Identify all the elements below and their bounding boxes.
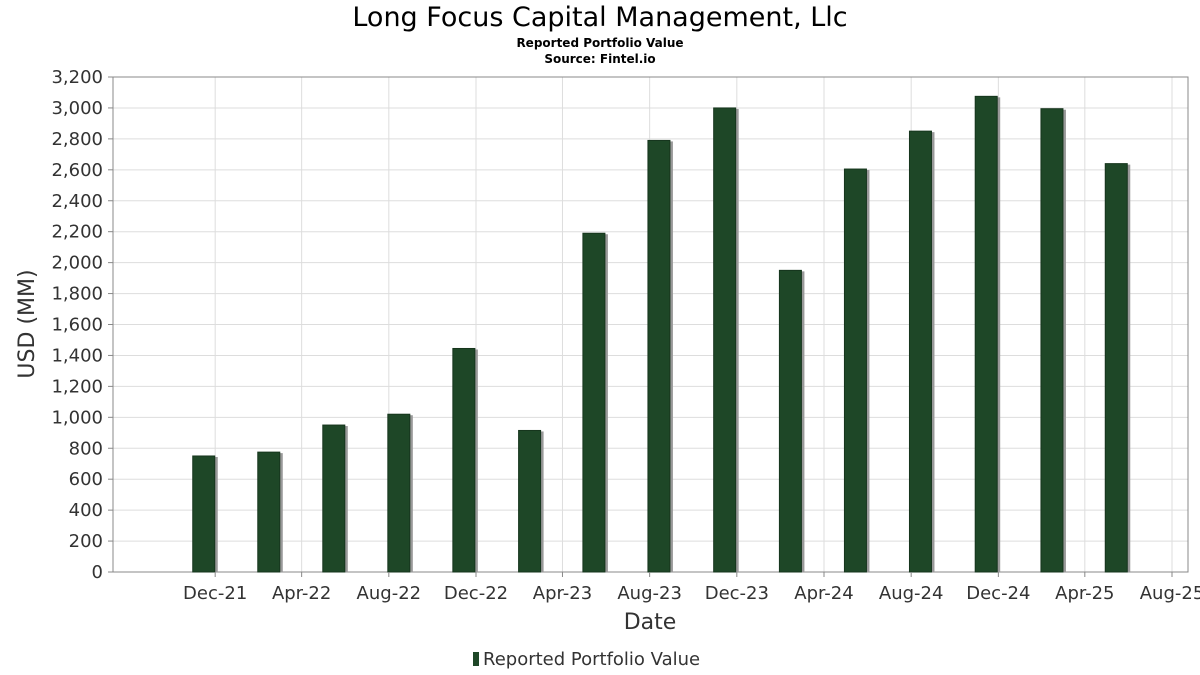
- bar: [582, 232, 606, 573]
- bar: [518, 429, 542, 573]
- bar: [1040, 108, 1064, 573]
- x-tick-label: Apr-24: [794, 583, 853, 604]
- bar: [387, 413, 411, 573]
- y-tick-label: 2,800: [51, 129, 103, 150]
- x-tick-label: Aug-25: [1140, 583, 1200, 604]
- y-tick-label: 1,800: [51, 284, 103, 305]
- y-tick-label: 2,200: [51, 222, 103, 243]
- bar: [713, 107, 737, 573]
- chart-title: Long Focus Capital Management, Llc: [352, 2, 848, 33]
- y-tick-label: 2,000: [51, 253, 103, 274]
- y-tick-label: 2,600: [51, 160, 103, 181]
- y-tick-label: 1,600: [51, 315, 103, 336]
- y-tick-label: 3,000: [51, 98, 103, 119]
- axes: 0 200 400 600 800 1,000 1,200 1,400 1,600 1,800 2,…: [51, 67, 1200, 604]
- y-tick-label: 0: [92, 562, 103, 583]
- bar: [322, 424, 346, 573]
- x-tick-label: Apr-22: [272, 583, 331, 604]
- y-tick-label: 200: [69, 531, 103, 552]
- y-tick-label: 600: [69, 469, 103, 490]
- y-tick-label: 3,200: [51, 67, 103, 88]
- x-tick-label: Aug-22: [357, 583, 422, 604]
- y-tick-label: 1,000: [51, 407, 103, 428]
- x-tick-label: Aug-23: [617, 583, 682, 604]
- chart-source: Source: Fintel.io: [544, 52, 656, 66]
- legend: Reported Portfolio Value: [473, 649, 700, 670]
- x-tick-label: Apr-25: [1055, 583, 1114, 604]
- x-tick-label: Dec-24: [966, 583, 1030, 604]
- chart-subtitle: Reported Portfolio Value: [516, 36, 684, 50]
- x-tick-label: Dec-23: [705, 583, 769, 604]
- bar: [843, 168, 867, 573]
- legend-swatch: [473, 652, 479, 666]
- bar: [452, 347, 476, 573]
- x-axis-title: Date: [624, 610, 677, 635]
- bar: [778, 269, 802, 573]
- y-axis-title: USD (MM): [15, 269, 40, 378]
- bars: [192, 95, 1131, 573]
- bar: [192, 455, 216, 573]
- legend-label: Reported Portfolio Value: [483, 649, 700, 670]
- y-tick-label: 1,200: [51, 376, 103, 397]
- x-tick-label: Dec-21: [183, 583, 247, 604]
- bar: [647, 139, 671, 573]
- y-tick-label: 2,400: [51, 191, 103, 212]
- bar: [908, 130, 932, 573]
- bar: [974, 95, 998, 573]
- x-tick-label: Aug-24: [879, 583, 944, 604]
- x-tick-label: Dec-22: [444, 583, 508, 604]
- x-tick-label: Apr-23: [533, 583, 592, 604]
- bar: [1104, 163, 1128, 573]
- y-tick-label: 400: [69, 500, 103, 521]
- y-tick-label: 800: [69, 438, 103, 459]
- y-tick-label: 1,400: [51, 345, 103, 366]
- bar: [257, 451, 281, 573]
